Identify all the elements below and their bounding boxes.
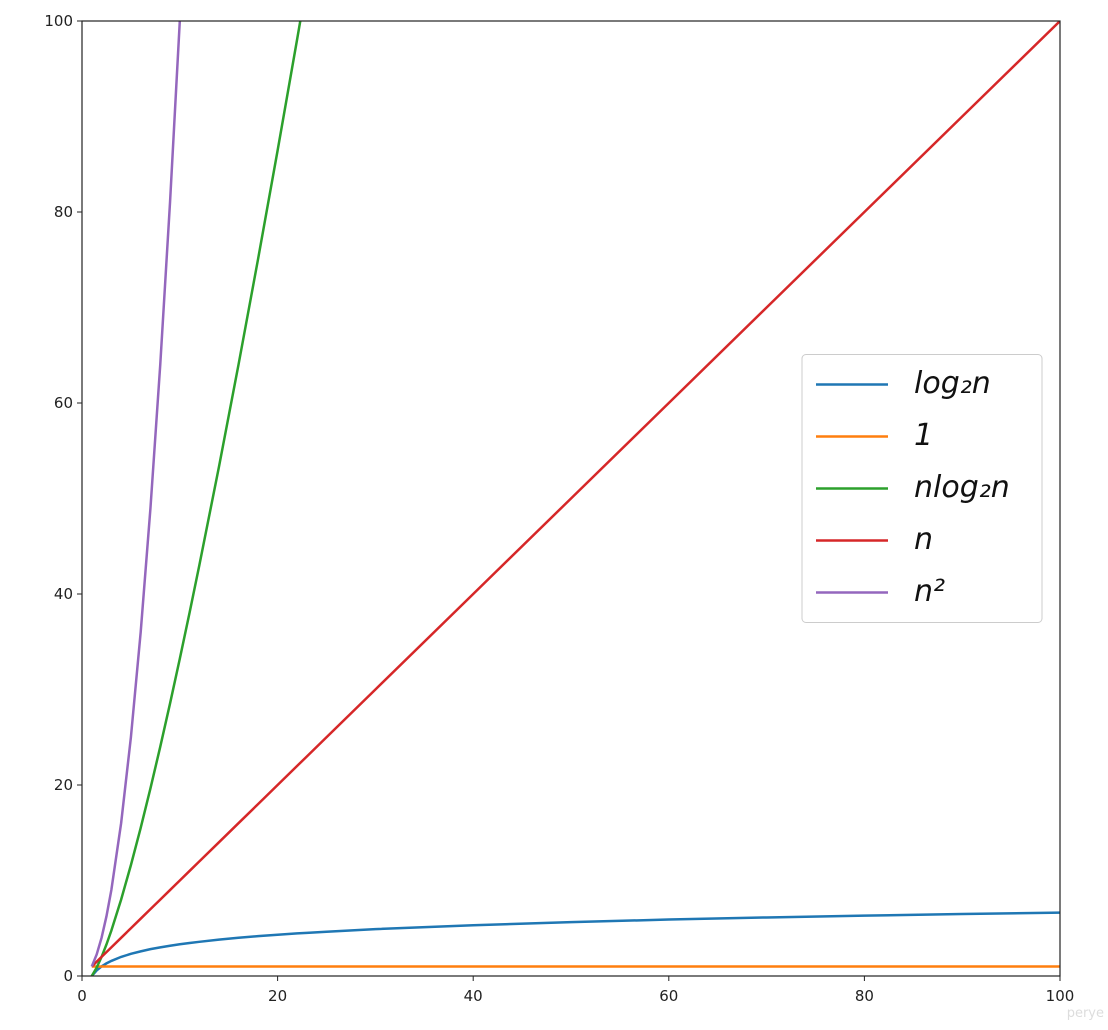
series-line	[90, 911, 1060, 976]
y-tick-label: 20	[54, 776, 73, 794]
series-line	[90, 21, 1060, 968]
x-tick-label: 20	[268, 987, 287, 1005]
x-tick-label: 80	[855, 987, 874, 1005]
x-tick-label: 0	[77, 987, 87, 1005]
watermark: perye	[1067, 1006, 1104, 1021]
y-tick-label: 0	[63, 967, 73, 985]
y-tick-label: 40	[54, 585, 73, 603]
legend-label: n	[914, 522, 933, 557]
legend-frame	[801, 354, 1043, 623]
x-tick-label: 40	[464, 987, 483, 1005]
y-tick-label: 80	[54, 203, 73, 221]
axes-frame	[81, 20, 1061, 977]
y-tick-label: 100	[44, 12, 73, 30]
plot-area	[90, 21, 1060, 976]
legend-label: n²	[914, 574, 945, 609]
x-tick-label: 60	[659, 987, 678, 1005]
legend-label: nlog₂n	[914, 470, 1010, 505]
y-tick-label: 60	[54, 394, 73, 412]
legend-label: 1	[914, 418, 933, 453]
series-line	[90, 21, 182, 967]
x-tick-label: 100	[1046, 987, 1075, 1005]
series-line	[90, 21, 302, 976]
legend-label: log₂n	[914, 366, 991, 401]
